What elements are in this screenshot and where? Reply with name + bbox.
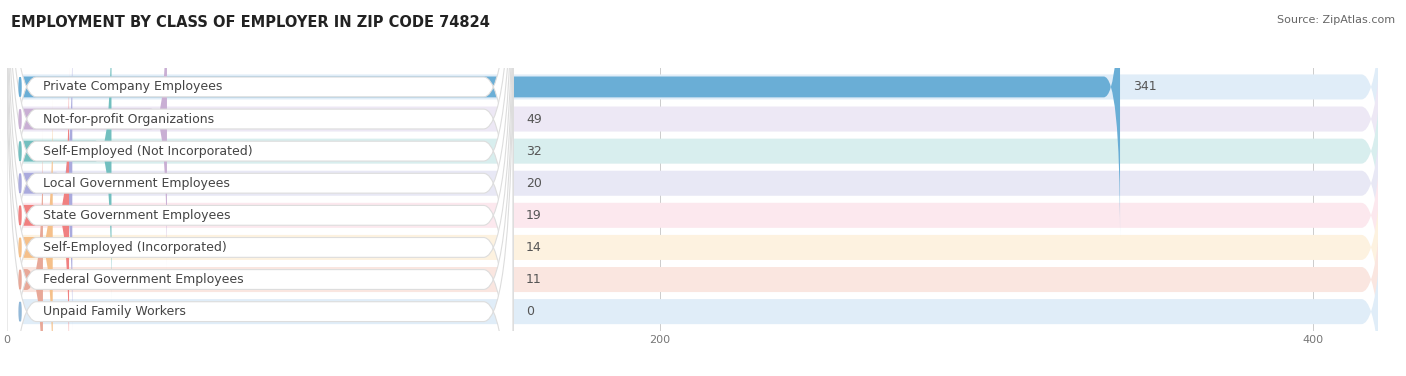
FancyBboxPatch shape [0, 100, 1385, 376]
FancyBboxPatch shape [7, 65, 69, 365]
Text: 11: 11 [526, 273, 541, 286]
Text: Local Government Employees: Local Government Employees [44, 177, 229, 190]
FancyBboxPatch shape [7, 129, 44, 376]
FancyBboxPatch shape [7, 33, 513, 376]
FancyBboxPatch shape [7, 258, 17, 365]
FancyBboxPatch shape [7, 0, 513, 376]
Circle shape [20, 77, 21, 97]
FancyBboxPatch shape [7, 0, 1121, 237]
FancyBboxPatch shape [7, 0, 513, 376]
FancyBboxPatch shape [7, 0, 513, 376]
FancyBboxPatch shape [0, 67, 1385, 376]
Circle shape [20, 302, 21, 321]
Text: 20: 20 [526, 177, 541, 190]
Text: 14: 14 [526, 241, 541, 254]
Text: Unpaid Family Workers: Unpaid Family Workers [44, 305, 186, 318]
Text: 32: 32 [526, 145, 541, 158]
FancyBboxPatch shape [0, 0, 1385, 331]
FancyBboxPatch shape [7, 0, 167, 269]
Text: EMPLOYMENT BY CLASS OF EMPLOYER IN ZIP CODE 74824: EMPLOYMENT BY CLASS OF EMPLOYER IN ZIP C… [11, 15, 491, 30]
Circle shape [20, 109, 21, 129]
FancyBboxPatch shape [7, 0, 513, 366]
FancyBboxPatch shape [0, 35, 1385, 376]
FancyBboxPatch shape [0, 3, 1385, 376]
FancyBboxPatch shape [7, 0, 513, 376]
Text: 49: 49 [526, 112, 541, 126]
Text: Self-Employed (Incorporated): Self-Employed (Incorporated) [44, 241, 226, 254]
Text: Federal Government Employees: Federal Government Employees [44, 273, 243, 286]
Circle shape [20, 174, 21, 193]
Text: 0: 0 [526, 305, 534, 318]
Circle shape [20, 142, 21, 161]
Text: Self-Employed (Not Incorporated): Self-Employed (Not Incorporated) [44, 145, 253, 158]
FancyBboxPatch shape [7, 97, 53, 376]
Text: Private Company Employees: Private Company Employees [44, 80, 222, 94]
FancyBboxPatch shape [7, 33, 72, 333]
Text: 341: 341 [1133, 80, 1157, 94]
FancyBboxPatch shape [7, 1, 111, 301]
FancyBboxPatch shape [0, 0, 1385, 299]
FancyBboxPatch shape [7, 0, 513, 376]
Circle shape [20, 206, 21, 225]
Circle shape [20, 238, 21, 257]
Text: 19: 19 [526, 209, 541, 222]
Circle shape [20, 270, 21, 289]
Text: Source: ZipAtlas.com: Source: ZipAtlas.com [1277, 15, 1395, 25]
Text: Not-for-profit Organizations: Not-for-profit Organizations [44, 112, 214, 126]
FancyBboxPatch shape [0, 0, 1385, 363]
FancyBboxPatch shape [7, 0, 513, 376]
Text: State Government Employees: State Government Employees [44, 209, 231, 222]
